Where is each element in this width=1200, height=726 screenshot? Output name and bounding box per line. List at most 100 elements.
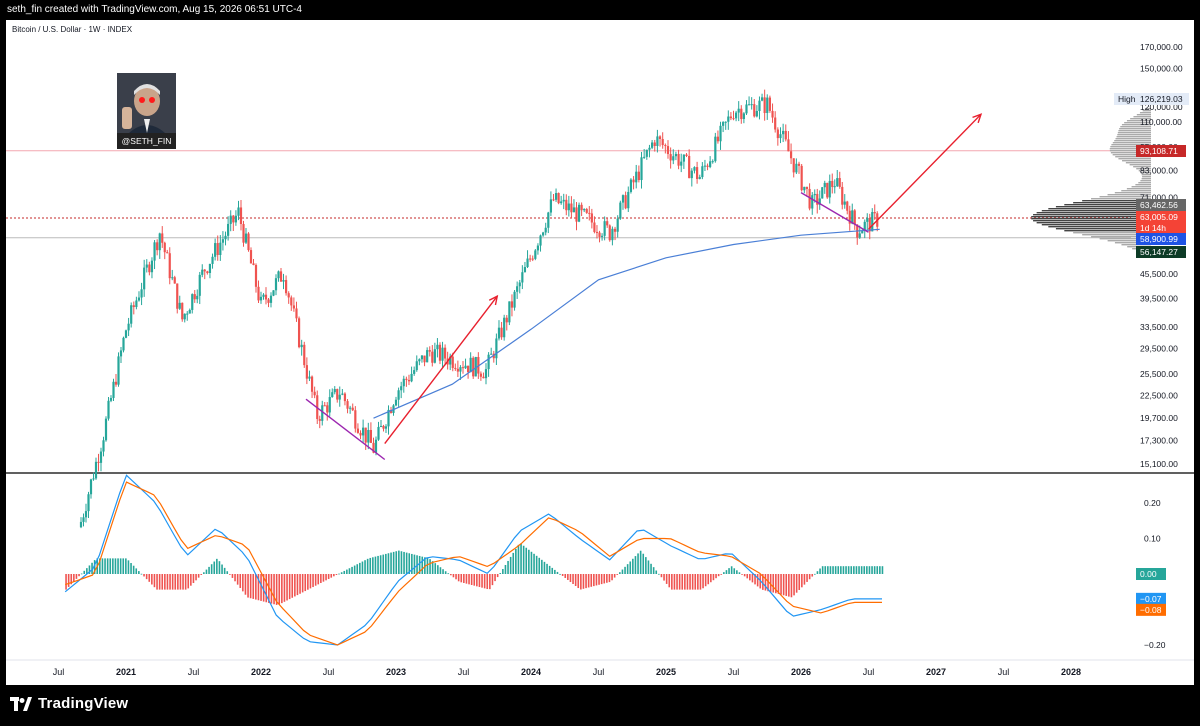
macd-histogram-bar <box>767 574 769 592</box>
macd-histogram-bar <box>858 566 860 574</box>
candle-body <box>201 269 204 275</box>
candle-body <box>303 344 306 366</box>
candle-body <box>795 163 798 173</box>
candle-body <box>685 154 688 156</box>
candle-body <box>621 195 625 203</box>
candle-body <box>331 392 334 398</box>
macd-histogram-bar <box>816 571 819 574</box>
volume-profile-bar <box>1048 226 1151 228</box>
macd-histogram-bar <box>593 574 595 587</box>
candle-body <box>117 356 120 385</box>
macd-histogram-bar <box>483 574 486 589</box>
candle-body <box>479 373 482 377</box>
candle-body <box>119 350 123 357</box>
candle-body <box>247 233 250 251</box>
macd-histogram-bar <box>117 558 119 574</box>
candle-body <box>211 256 214 264</box>
macd-histogram-bar <box>463 574 465 583</box>
candle-body <box>171 277 174 279</box>
macd-histogram-bar <box>665 574 668 584</box>
candle-body <box>600 235 604 237</box>
candle-body <box>477 356 480 374</box>
candle-body <box>372 442 375 453</box>
candle-body <box>505 317 508 323</box>
macd-histogram-bar <box>798 574 801 590</box>
annotation-trendline <box>800 191 869 233</box>
candle-body <box>656 136 659 146</box>
candle-body <box>474 356 477 377</box>
macd-histogram-bar <box>359 562 361 574</box>
volume-profile-bar <box>1140 172 1151 174</box>
volume-profile-bar <box>1048 208 1151 210</box>
macd-histogram-bar <box>109 558 112 574</box>
volume-profile-bar <box>1120 126 1151 128</box>
price-label-box <box>1136 145 1186 157</box>
avatar-label: @SETH_FIN <box>117 133 176 149</box>
macd-histogram-bar <box>65 574 67 590</box>
macd-histogram-bar <box>413 554 416 574</box>
macd-histogram-bar <box>257 574 260 601</box>
candle-body <box>534 250 537 259</box>
candle-body <box>816 193 819 205</box>
macd-histogram-bar <box>330 574 333 578</box>
candle-body <box>308 376 311 379</box>
candle-body <box>148 264 151 273</box>
candle-body <box>410 373 413 382</box>
macd-histogram-bar <box>114 558 117 574</box>
volume-profile-bar <box>1091 198 1151 200</box>
macd-histogram-bar <box>364 560 366 574</box>
candle-body <box>441 347 444 361</box>
macd-histogram-bar <box>421 556 424 574</box>
candle-body <box>176 283 179 309</box>
candle-body <box>132 305 135 308</box>
candle-body <box>354 410 357 429</box>
candle-body <box>279 271 283 282</box>
macd-histogram-bar <box>871 566 873 574</box>
candle-body <box>237 207 240 216</box>
candle-body <box>400 386 403 391</box>
volume-profile-bar <box>1138 170 1151 172</box>
candle-body <box>487 354 490 370</box>
volume-profile-bar <box>1036 222 1151 224</box>
candle-body <box>166 252 169 254</box>
macd-histogram-bar <box>655 570 658 574</box>
chart-frame[interactable]: 15,100.00 17,300.00 19,700.00 22,500.00 25,5… <box>6 20 1194 685</box>
candle-body <box>557 193 560 204</box>
macd-histogram-bar <box>863 566 866 574</box>
candle-body <box>461 367 465 369</box>
macd-histogram-bar <box>561 574 564 576</box>
macd-histogram-bar <box>135 568 138 574</box>
macd-histogram-bar <box>465 574 468 584</box>
macd-histogram-bar <box>278 574 281 605</box>
macd-histogram-bar <box>369 557 372 574</box>
macd-histogram-bar <box>275 574 278 605</box>
macd-signal-value: −0.08 <box>1140 605 1162 615</box>
macd-histogram-bar <box>629 561 632 574</box>
chart-canvas[interactable]: 15,100.00 17,300.00 19,700.00 22,500.00 25,5… <box>6 20 1194 685</box>
macd-histogram-bar <box>590 574 593 587</box>
macd-histogram-bar <box>860 566 863 574</box>
macd-histogram-bar <box>93 560 96 574</box>
macd-histogram-bar <box>325 574 327 581</box>
time-axis-label: Jul <box>323 667 335 677</box>
time-axis-label: 2028 <box>1061 667 1081 677</box>
candle-body <box>313 391 316 396</box>
candle-body <box>252 263 255 265</box>
macd-histogram-bar <box>725 570 728 574</box>
macd-histogram-bar <box>231 574 234 578</box>
macd-histogram-bar <box>169 574 171 590</box>
candle-body <box>613 228 617 232</box>
macd-histogram-bar <box>548 565 551 574</box>
macd-histogram-bar <box>148 574 151 582</box>
macd-histogram-bar <box>598 574 600 585</box>
macd-histogram-bar <box>112 558 114 574</box>
macd-histogram-bar <box>385 553 387 574</box>
time-axis-label: Jul <box>458 667 470 677</box>
tradingview-logo[interactable]: TradingView <box>10 695 128 712</box>
macd-histogram-bar <box>195 574 197 581</box>
candle-body <box>168 253 171 279</box>
macd-histogram-bar <box>286 574 288 601</box>
time-axis-label: Jul <box>863 667 875 677</box>
volume-profile-bar <box>1082 234 1151 236</box>
candle-body <box>851 210 854 224</box>
